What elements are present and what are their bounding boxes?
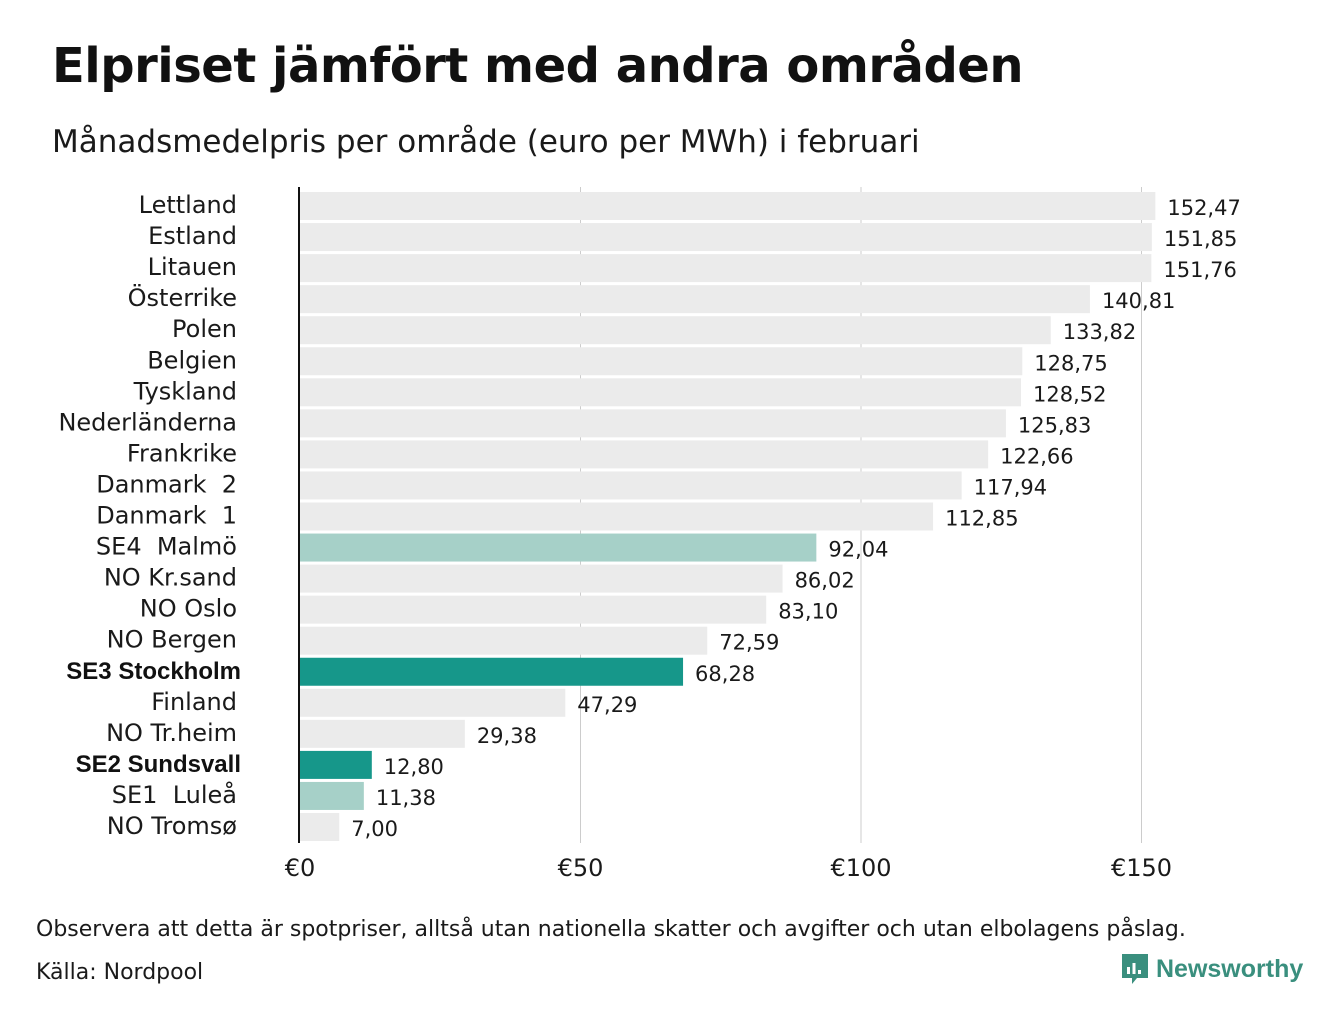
bar-finland [300,688,566,717]
value-label-belgien: 128,75 [1034,351,1107,375]
bar-frankrike [300,440,989,469]
value-label-no-kr-sand: 86,02 [795,569,855,593]
bar-se1-luleå [300,781,364,810]
category-label-no-oslo: NO Oslo [140,595,237,623]
x-tick-label-100: €100 [830,854,891,882]
value-label-finland: 47,29 [577,693,637,717]
bar-danmark-2 [300,471,962,500]
newsworthy-brand[interactable]: Newsworthy [1120,952,1303,986]
category-label-finland: Finland [151,688,237,716]
x-tick-label-0: €0 [285,854,316,882]
category-label-se4-malmö: SE4 Malmö [96,533,237,561]
bar-litauen [300,254,1152,283]
category-label-no-tromsø: NO Tromsø [107,812,237,840]
category-label-no-bergen: NO Bergen [107,626,237,654]
value-label-se2-sundsvall: 12,80 [384,755,444,779]
bar-danmark-1 [300,502,934,531]
bar-tyskland [300,378,1021,407]
value-label-tyskland: 128,52 [1033,382,1106,406]
value-label-no-tr-heim: 29,38 [477,724,537,748]
value-label-se1-luleå: 11,38 [376,786,436,810]
bar-polen [300,316,1051,345]
value-label-danmark-1: 112,85 [945,507,1018,531]
bar-no-bergen [300,626,708,655]
bar-se2-sundsvall [300,750,372,779]
bar-nederländerna [300,409,1006,438]
value-label-lettland: 152,47 [1167,196,1240,220]
category-label-nederländerna: Nederländerna [58,408,237,436]
bar-österrike [300,285,1090,314]
x-tick-label-150: €150 [1111,854,1172,882]
value-label-polen: 133,82 [1063,320,1136,344]
brand-name: Newsworthy [1156,954,1304,983]
category-label-litauen: Litauen [148,253,237,281]
value-label-estland: 151,85 [1164,227,1237,251]
value-label-se4-malmö: 92,04 [828,538,888,562]
bars [300,192,1156,841]
newsworthy-logo-icon [1122,954,1148,984]
value-label-se3-stockholm: 68,28 [695,662,755,686]
chart-title: Elpriset jämfört med andra områden [52,38,1024,94]
value-label-no-oslo: 83,10 [778,600,838,624]
value-label-nederländerna: 125,83 [1018,413,1091,437]
bar-lettland [300,192,1156,220]
source-credit: Källa: Nordpool [36,960,204,985]
value-labels: 152,47 151,85 151,76 140,81 133,82 128,75 128,… [351,196,1241,841]
x-axis-ticks: €0 €50 €100 €150 [285,854,1172,882]
category-label-danmark-1: Danmark 1 [96,502,237,530]
bar-no-tromsø [300,813,340,841]
value-label-no-bergen: 72,59 [719,631,779,655]
bar-no-kr-sand [300,564,783,593]
bar-estland [300,223,1152,252]
bar-belgien [300,347,1023,376]
category-label-lettland: Lettland [139,191,237,219]
category-label-danmark-2: Danmark 2 [96,470,237,498]
category-label-no-kr-sand: NO Kr.sand [104,564,237,592]
category-label-polen: Polen [172,315,237,343]
value-label-österrike: 140,81 [1102,289,1175,313]
category-label-se2-sundsvall: SE2 Sundsvall [76,751,241,778]
bar-no-oslo [300,595,767,624]
category-label-estland: Estland [148,222,237,250]
chart-subtitle: Månadsmedelpris per område (euro per MWh… [52,124,920,160]
category-label-belgien: Belgien [147,346,237,374]
value-label-no-tromsø: 7,00 [351,817,398,841]
value-label-frankrike: 122,66 [1000,444,1073,468]
bar-se3-stockholm [300,657,684,686]
value-label-danmark-2: 117,94 [974,475,1047,499]
bar-no-tr-heim [300,719,465,748]
bar-se4-malmö [300,533,817,562]
category-label-österrike: Österrike [128,283,237,312]
category-label-se3-stockholm: SE3 Stockholm [66,658,241,685]
category-label-no-tr-heim: NO Tr.heim [106,719,237,747]
x-tick-label-50: €50 [558,854,604,882]
footnote: Observera att detta är spotpriser, allts… [36,917,1186,942]
category-label-tyskland: Tyskland [133,377,237,405]
value-label-litauen: 151,76 [1163,258,1236,282]
category-label-se1-luleå: SE1 Luleå [112,780,237,809]
category-label-frankrike: Frankrike [127,439,237,467]
